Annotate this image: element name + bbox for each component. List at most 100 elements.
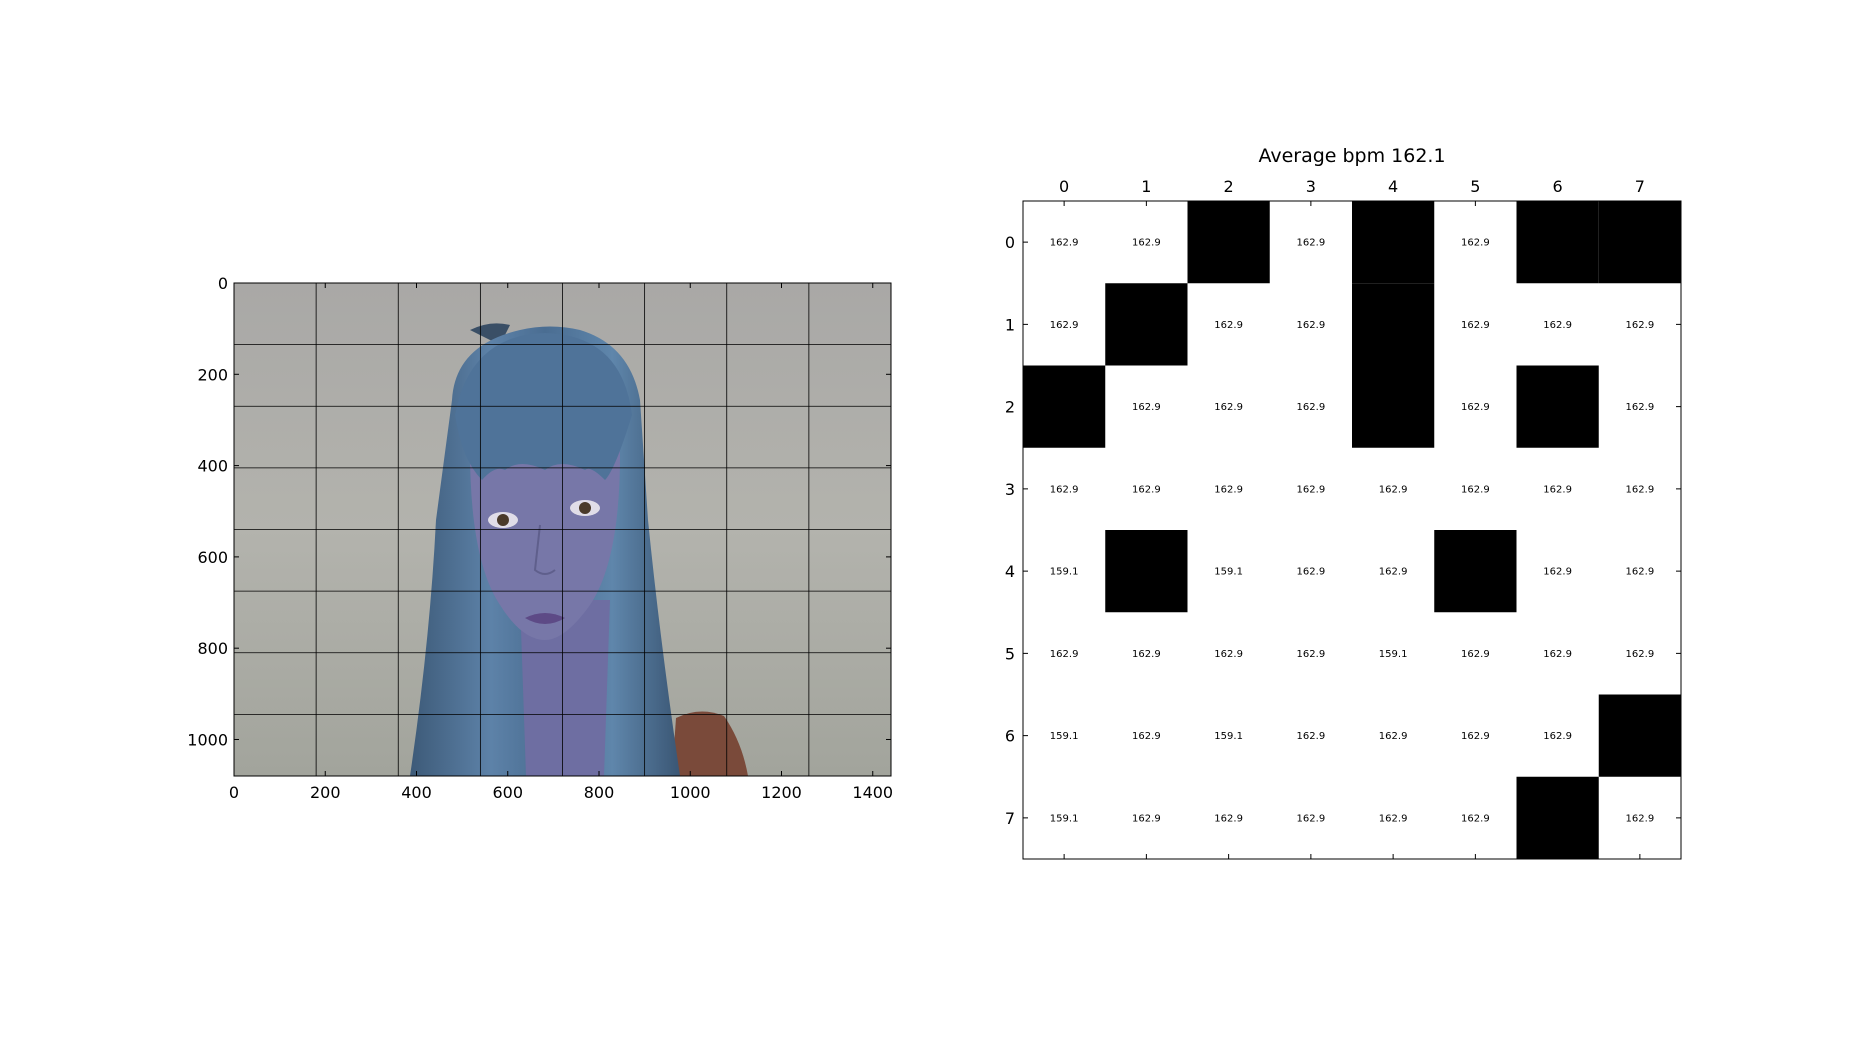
cell-value-label: 162.9 [1297,731,1326,742]
y-tick-label: 400 [197,457,228,476]
photo-y-axis: 0 200 400 600 800 1000 [187,274,891,749]
masked-cell [1516,365,1599,448]
cell-value-label: 162.9 [1461,813,1490,824]
masked-cell [1516,201,1599,284]
y-tick-label: 0 [218,274,228,293]
x-tick-label: 6 [1553,177,1563,196]
masked-cell [1105,283,1188,366]
x-tick-label: 7 [1635,177,1645,196]
masked-cell [1352,283,1435,366]
cell-value-label: 162.9 [1379,484,1408,495]
chart-title: Average bpm 162.1 [1258,145,1445,167]
cell-value-label: 162.9 [1626,402,1655,413]
y-tick-label: 6 [1005,727,1015,746]
cell-value-label: 162.9 [1626,320,1655,331]
y-tick-label: 5 [1005,644,1015,663]
x-tick-label: 0 [1059,177,1069,196]
cell-value-label: 162.9 [1461,649,1490,660]
cell-value-label: 162.9 [1214,649,1243,660]
x-tick-label: 2 [1224,177,1234,196]
cell-value-label: 162.9 [1132,238,1161,249]
cell-value-label: 159.1 [1050,731,1079,742]
cell-value-label: 162.9 [1214,402,1243,413]
cell-value-label: 159.1 [1214,567,1243,578]
masked-cell [1598,201,1681,284]
cell-value-label: 162.9 [1297,813,1326,824]
cell-value-label: 162.9 [1461,238,1490,249]
cell-value-label: 159.1 [1050,567,1079,578]
cell-value-label: 162.9 [1379,813,1408,824]
photo-x-axis: 0 200 400 600 800 1000 1200 1400 [229,283,893,802]
cell-value-label: 162.9 [1297,484,1326,495]
cell-value-label: 162.9 [1132,649,1161,660]
cell-value-label: 162.9 [1132,402,1161,413]
cell-value-label: 162.9 [1297,320,1326,331]
y-tick-label: 1000 [187,730,228,749]
cell-value-label: 162.9 [1214,813,1243,824]
cell-value-label: 162.9 [1543,731,1572,742]
cell-value-label: 162.9 [1050,649,1079,660]
cell-value-label: 162.9 [1050,320,1079,331]
cell-value-label: 162.9 [1297,567,1326,578]
x-tick-label: 1200 [761,783,802,802]
cell-value-label: 162.9 [1214,320,1243,331]
x-tick-label: 0 [229,783,239,802]
photo-axes-frame [233,282,892,777]
masked-cell [1516,776,1599,859]
x-tick-label: 1 [1141,177,1151,196]
x-tick-label: 400 [401,783,432,802]
photo-grid [234,283,891,776]
cell-value-label: 162.9 [1132,484,1161,495]
y-tick-label: 0 [1005,233,1015,252]
bpm-y-axis: 0 1 2 3 4 5 6 7 [1005,233,1681,828]
cell-value-label: 162.9 [1543,649,1572,660]
cell-value-label: 162.9 [1461,320,1490,331]
cell-value-label: 159.1 [1050,813,1079,824]
y-tick-label: 800 [197,639,228,658]
cell-value-label: 162.9 [1132,731,1161,742]
cell-value-label: 159.1 [1214,731,1243,742]
masked-cell [1023,365,1106,448]
y-tick-label: 2 [1005,398,1015,417]
x-tick-label: 200 [310,783,341,802]
cell-value-label: 162.9 [1626,484,1655,495]
masked-cell [1598,694,1681,777]
cell-value-label: 162.9 [1379,731,1408,742]
bpm-panel: Average bpm 162.1 162.9 162.9 162.9 162.916… [1005,145,1682,860]
cell-value-label: 162.9 [1050,238,1079,249]
cell-value-label: 162.9 [1626,567,1655,578]
x-tick-label: 1400 [852,783,893,802]
x-tick-label: 5 [1470,177,1480,196]
cell-value-label: 162.9 [1461,484,1490,495]
cell-value-label: 162.9 [1132,813,1161,824]
masked-cell [1187,201,1270,284]
cell-value-label: 162.9 [1461,731,1490,742]
cell-value-label: 162.9 [1297,649,1326,660]
y-tick-label: 4 [1005,562,1015,581]
y-tick-label: 200 [197,365,228,384]
cell-value-label: 162.9 [1626,649,1655,660]
x-tick-label: 4 [1388,177,1398,196]
y-tick-label: 3 [1005,480,1015,499]
x-tick-label: 800 [584,783,615,802]
bpm-axes-frame [1022,200,1682,860]
cell-value-label: 162.9 [1214,484,1243,495]
cell-value-label: 162.9 [1543,320,1572,331]
cell-value-label: 162.9 [1379,567,1408,578]
y-tick-label: 1 [1005,315,1015,334]
cell-value-label: 159.1 [1379,649,1408,660]
bpm-cells: 162.9 162.9 162.9 162.9 162.9 162.9 162.9 162.9… [1023,201,1681,859]
masked-cell [1352,201,1435,284]
cell-value-label: 162.9 [1297,238,1326,249]
x-tick-label: 1000 [670,783,711,802]
x-tick-label: 600 [492,783,523,802]
cell-value-label: 162.9 [1543,484,1572,495]
masked-cell [1352,365,1435,448]
cell-value-label: 162.9 [1543,567,1572,578]
cell-value-label: 162.9 [1461,402,1490,413]
cell-value-label: 162.9 [1050,484,1079,495]
photo-panel: 0 200 400 600 800 1000 1200 1400 0 200 400 600 800 1… [187,274,893,802]
masked-cell [1434,530,1517,613]
y-tick-label: 7 [1005,809,1015,828]
